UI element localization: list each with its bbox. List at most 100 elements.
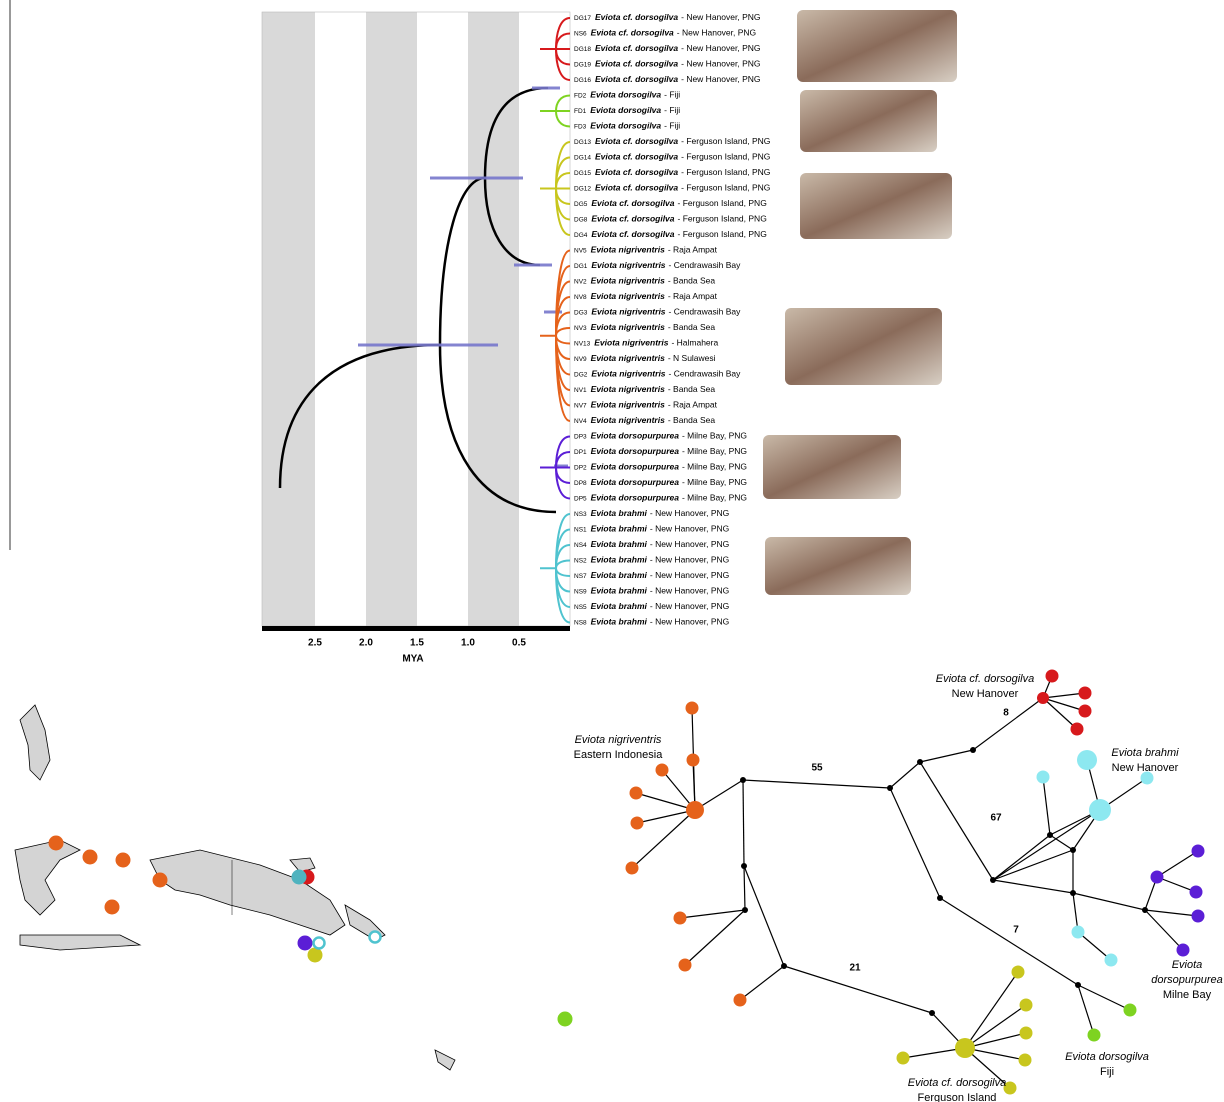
leaf-location: - New Hanover, PNG (650, 524, 729, 534)
leaf-label: DP8Eviota dorsopurpurea- Milne Bay, PNG (574, 477, 747, 487)
haplotype (631, 817, 644, 830)
landmass (290, 858, 315, 872)
map-dot (116, 853, 131, 868)
clade-branch (556, 111, 570, 127)
leaf-species: Eviota cf. dorsogilva (591, 28, 674, 38)
leaf-location: - Raja Ampat (668, 245, 718, 255)
leaf-location: - Milne Bay, PNG (682, 446, 747, 456)
haplotype (1071, 723, 1084, 736)
photo (765, 537, 911, 595)
leaf-species: Eviota dorsogilva (590, 105, 661, 115)
leaf-species: Eviota cf. dorsogilva (595, 167, 678, 177)
leaf-species: Eviota cf. dorsogilva (591, 214, 674, 224)
map-dot (298, 936, 313, 951)
leaf-species: Eviota cf. dorsogilva (595, 12, 678, 22)
leaf-code: DG15 (574, 170, 591, 177)
map-dot (153, 873, 168, 888)
leaf-species: Eviota brahmi (591, 539, 648, 549)
network-edge (1050, 835, 1073, 850)
leaf-code: DP5 (574, 495, 587, 502)
tick-label: 2.0 (359, 638, 373, 649)
map-dot (558, 1012, 573, 1027)
haplotype (679, 959, 692, 972)
leaf-location: - Milne Bay, PNG (682, 431, 747, 441)
leaf-code: DP2 (574, 464, 587, 471)
leaf-location: - N Sulawesi (668, 353, 716, 363)
leaf-species: Eviota brahmi (591, 617, 648, 627)
leaf-species: Eviota cf. dorsogilva (595, 74, 678, 84)
band (262, 12, 315, 626)
leaf-code: NS6 (574, 30, 587, 37)
leaf-species: Eviota cf. dorsogilva (591, 229, 674, 239)
leaf-location: - New Hanover, PNG (681, 43, 760, 53)
leaf-code: FD2 (574, 92, 587, 99)
leaf-code: NS4 (574, 542, 587, 549)
haplotype (1192, 910, 1205, 923)
leaf-location: - New Hanover, PNG (677, 28, 756, 38)
tick-label: 1.0 (461, 638, 475, 649)
map (15, 705, 455, 1070)
leaf-code: DG19 (574, 61, 591, 68)
leaf-location: - Ferguson Island, PNG (678, 198, 767, 208)
fish-photos (763, 10, 957, 595)
group-label: Eviota nigriventris (575, 734, 662, 746)
leaf-location: - Cendrawasih Bay (669, 260, 742, 270)
leaf-location: - New Hanover, PNG (650, 601, 729, 611)
group-label: New Hanover (1112, 762, 1179, 774)
leaf-label: DG2Eviota nigriventris- Cendrawasih Bay (574, 369, 741, 379)
median-vector (1070, 847, 1076, 853)
landmass (15, 840, 80, 915)
map-dot (83, 850, 98, 865)
leaf-label: FD3Eviota dorsogilva- Fiji (574, 121, 680, 131)
leaf-location: - Ferguson Island, PNG (681, 183, 770, 193)
leaf-species: Eviota dorsogilva (590, 90, 661, 100)
leaf-species: Eviota brahmi (591, 570, 648, 580)
network-edge (680, 910, 745, 918)
group-label: Eviota cf. dorsogilva (936, 673, 1034, 685)
median-vector (1142, 907, 1148, 913)
leaf-location: - New Hanover, PNG (650, 508, 729, 518)
group-label: Eastern Indonesia (574, 749, 664, 761)
map-dot (308, 948, 323, 963)
leaf-species: Eviota brahmi (591, 555, 648, 565)
leaf-species: Eviota dorsopurpurea (591, 462, 680, 472)
leaf-species: Eviota brahmi (591, 586, 648, 596)
landmass (20, 935, 140, 950)
network-edge (1043, 777, 1050, 835)
haplotype (897, 1052, 910, 1065)
leaf-location: - Banda Sea (668, 415, 716, 425)
leaf-code: DG1 (574, 263, 588, 270)
tick-label: 2.5 (308, 638, 322, 649)
network-edge (993, 810, 1100, 880)
leaf-code: FD1 (574, 108, 587, 115)
leaf-code: DP8 (574, 480, 587, 487)
leaf-label: NS4Eviota brahmi- New Hanover, PNG (574, 539, 729, 549)
group-label: Ferguson Island (918, 1092, 997, 1102)
leaf-location: - New Hanover, PNG (681, 12, 760, 22)
network-edge (744, 866, 745, 910)
haplotype-main (1077, 750, 1097, 770)
leaf-location: - New Hanover, PNG (650, 617, 729, 627)
leaf-code: DG16 (574, 77, 591, 84)
leaf-species: Eviota brahmi (591, 508, 648, 518)
median-vector (1047, 832, 1053, 838)
median-vector (1075, 982, 1081, 988)
leaf-label: DG14Eviota cf. dorsogilva- Ferguson Isla… (574, 152, 770, 162)
network-edge (1078, 985, 1094, 1035)
leaf-code: DG2 (574, 371, 588, 378)
leaf-location: - Fiji (664, 105, 680, 115)
haplotype (1190, 886, 1203, 899)
group-label: New Hanover (952, 688, 1019, 700)
leaf-label: DG3Eviota nigriventris- Cendrawasih Bay (574, 307, 741, 317)
leaf-code: DG8 (574, 216, 588, 223)
leaf-species: Eviota cf. dorsogilva (595, 183, 678, 193)
leaf-location: - New Hanover, PNG (650, 586, 729, 596)
leaf-location: - Banda Sea (668, 276, 716, 286)
network-edge (1145, 910, 1183, 950)
haplotype-main (1037, 692, 1049, 704)
